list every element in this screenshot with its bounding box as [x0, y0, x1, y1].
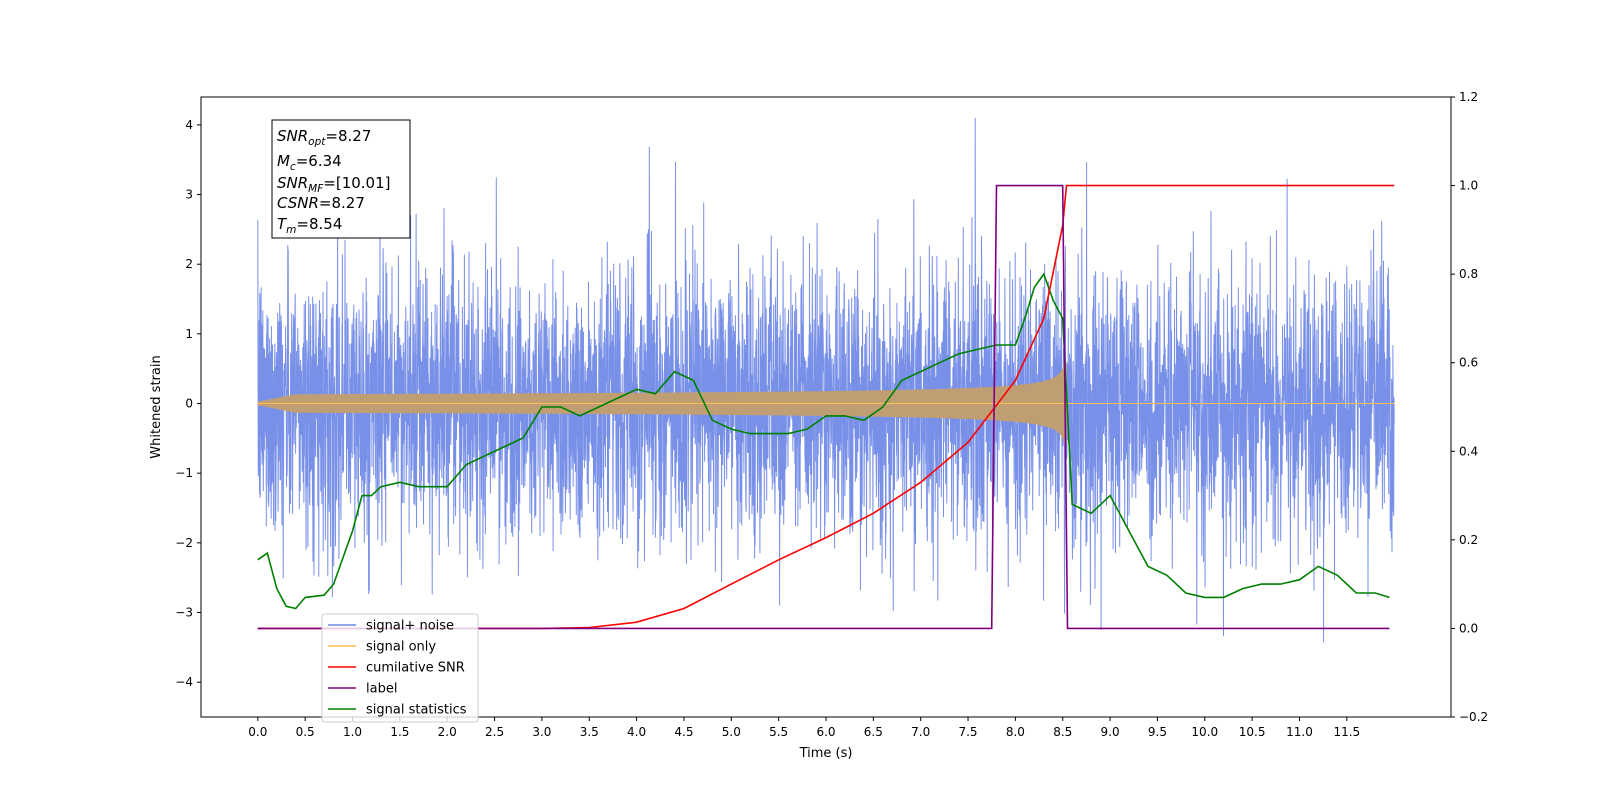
- annotation-value: =8.27: [325, 127, 371, 145]
- legend-label: cumilative SNR: [366, 661, 465, 676]
- y2-tick-label: 0.4: [1459, 444, 1478, 458]
- y2-tick-label: 1.2: [1459, 90, 1478, 104]
- annotation-value: =6.34: [296, 152, 342, 170]
- series-cumulative-snr: [257, 184, 1395, 630]
- legend-label: label: [366, 682, 397, 697]
- series-signal-statistics: [257, 272, 1390, 610]
- annotation-subscript: m: [286, 224, 296, 236]
- x-tick-label: 10.0: [1191, 725, 1218, 739]
- x-tick-label: 9.5: [1148, 725, 1167, 739]
- chart-marks: [257, 117, 1395, 643]
- x-axis: 0.0 0.5 1.0 1.5 2.0 2.5 3.0 3.5 4.0 4.5 5.0 5.5 6.0 6…: [248, 717, 1360, 739]
- x-tick-label: 7.0: [911, 725, 930, 739]
- annotation-frame: [271, 119, 411, 239]
- legend-frame: [321, 613, 479, 723]
- series-label: [257, 184, 1390, 630]
- y2-tick-label: −0.2: [1459, 710, 1488, 724]
- x-tick-label: 2.5: [485, 725, 504, 739]
- x-tick-label: 10.5: [1239, 725, 1266, 739]
- x-tick-label: 4.0: [627, 725, 646, 739]
- x-tick-label: 0.5: [296, 725, 315, 739]
- x-tick-label: 1.5: [390, 725, 409, 739]
- y-tick-label: −4: [175, 675, 193, 689]
- annotation-line: SNRMF=[10.01]: [277, 174, 391, 195]
- x-tick-label: 5.5: [769, 725, 788, 739]
- x-tick-label: 1.0: [343, 725, 362, 739]
- annotation-value: =8.27: [319, 194, 365, 212]
- y-tick-label: 4: [185, 118, 193, 132]
- annotation-value: =[10.01]: [323, 174, 390, 192]
- annotation-line: Tm=8.54: [277, 215, 342, 236]
- x-tick-label: 8.5: [1053, 725, 1072, 739]
- legend-label: signal statistics: [366, 703, 467, 718]
- y-tick-label: −2: [175, 536, 193, 550]
- annotation-line: CSNR=8.27: [277, 194, 365, 212]
- y-tick-label: −1: [175, 466, 193, 480]
- y-axis-left: −4 −3 −2 −1 0 1 2 3 4: [175, 118, 201, 689]
- y-tick-label: 0: [185, 397, 193, 411]
- y-axis-right: −0.2 0.0 0.2 0.4 0.6 0.8 1.0 1.2: [1451, 90, 1488, 724]
- x-tick-label: 3.5: [580, 725, 599, 739]
- y2-tick-label: 0.0: [1459, 621, 1478, 635]
- x-tick-label: 9.0: [1101, 725, 1120, 739]
- x-tick-label: 2.0: [438, 725, 457, 739]
- legend: signal+ noise signal only cumilative SNR la…: [321, 613, 479, 723]
- legend-label: signal only: [366, 640, 436, 655]
- x-tick-label: 8.0: [1006, 725, 1025, 739]
- y2-tick-label: 0.2: [1459, 533, 1478, 547]
- y-tick-label: −3: [175, 606, 193, 620]
- annotation-line: SNRopt=8.27: [277, 127, 371, 148]
- annotation-line: Mc=6.34: [277, 152, 342, 173]
- legend-label: signal+ noise: [366, 619, 454, 634]
- series-signal-noise: [257, 117, 1395, 643]
- y-tick-label: 2: [185, 257, 193, 271]
- y2-tick-label: 0.8: [1459, 267, 1478, 281]
- x-tick-label: 6.0: [816, 725, 835, 739]
- x-tick-label: 3.0: [532, 725, 551, 739]
- annotation-subscript: opt: [308, 136, 326, 148]
- x-tick-label: 0.0: [248, 725, 267, 739]
- y2-tick-label: 1.0: [1459, 179, 1478, 193]
- y-axis-label: Whitened strain: [149, 355, 164, 458]
- annotation-subscript: MF: [308, 183, 324, 195]
- annotation-box: SNRopt=8.27Mc=6.34SNRMF=[10.01]CSNR=8.27…: [271, 119, 411, 239]
- y-tick-label: 1: [185, 327, 193, 341]
- annotation-symbol: M: [277, 152, 290, 170]
- y-tick-label: 3: [185, 188, 193, 202]
- x-tick-label: 7.5: [958, 725, 977, 739]
- annotation-symbol: SNR: [277, 127, 308, 145]
- x-tick-label: 11.0: [1286, 725, 1313, 739]
- annotation-symbol: CSNR: [277, 194, 319, 212]
- x-tick-label: 4.5: [674, 725, 693, 739]
- x-axis-label: Time (s): [799, 746, 853, 761]
- x-tick-label: 6.5: [864, 725, 883, 739]
- annotation-value: =8.54: [296, 215, 342, 233]
- annotation-symbol: SNR: [277, 174, 308, 192]
- annotation-subscript: c: [290, 161, 296, 173]
- x-tick-label: 11.5: [1333, 725, 1360, 739]
- annotation-symbol: T: [277, 215, 288, 233]
- y2-tick-label: 0.6: [1459, 356, 1478, 370]
- x-tick-label: 5.0: [722, 725, 741, 739]
